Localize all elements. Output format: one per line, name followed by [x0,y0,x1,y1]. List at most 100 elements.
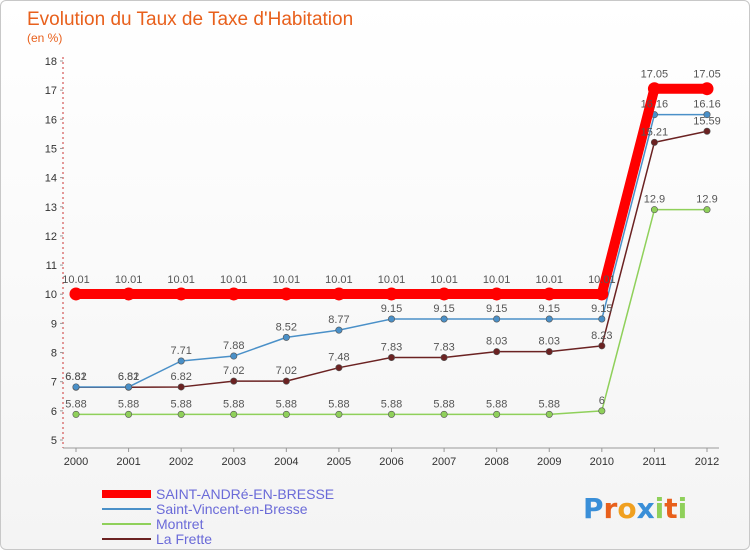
data-label: 5.88 [65,398,86,410]
x-tick-label: 2006 [379,456,403,468]
data-label: 15.59 [693,115,721,127]
x-tick-label: 2011 [643,456,667,468]
data-point [440,353,448,361]
data-label: 9.15 [539,303,560,315]
x-tick-label: 2004 [274,456,298,468]
data-label: 15.21 [641,126,669,138]
x-tick-label: 2010 [590,456,614,468]
data-point [177,383,185,391]
data-label: 10.01 [115,274,143,286]
data-point [598,407,606,415]
x-tick-label: 2001 [116,456,140,468]
data-point [335,364,343,372]
data-point [282,410,290,418]
data-label: 9.15 [486,303,507,315]
data-point [230,377,238,385]
data-label: 5.88 [170,398,191,410]
x-tick-label: 2005 [327,456,351,468]
data-label: 8.03 [539,336,560,348]
data-point [545,315,553,323]
data-label: 5.88 [486,398,507,410]
y-tick-label: 18 [45,56,57,68]
y-tick-label: 9 [51,318,57,330]
y-tick-label: 13 [45,202,57,214]
data-point [385,287,398,301]
data-label: 12.9 [644,194,665,206]
data-point [650,206,658,214]
data-label: 5.88 [328,398,349,410]
data-label: 10.01 [167,274,195,286]
data-label: 6.82 [170,371,191,383]
data-label: 10.01 [378,274,406,286]
data-point [493,315,501,323]
x-tick-label: 2009 [537,456,561,468]
data-label: 6.82 [118,371,139,383]
data-point [125,410,133,418]
data-label: 7.02 [223,365,244,377]
data-point [440,410,448,418]
data-point [177,357,185,365]
data-point [650,138,658,146]
data-label: 7.48 [328,352,349,364]
data-point [545,348,553,356]
data-point [279,287,293,301]
axes: 5 6 7 8 9 10 11 12 13 14 15 16 17 18 2000 2001 2002 2003 2… [45,56,719,468]
data-label: 8.77 [328,314,349,326]
data-label: 10.01 [588,274,616,286]
data-point [437,287,451,301]
data-point [703,206,711,214]
logo-letter: t [664,492,677,525]
data-point [174,287,188,301]
proxiti-logo: Proxiti [583,492,687,525]
y-tick-label: 17 [45,85,57,97]
logo-letter: i [678,492,688,525]
chart-title: Evolution du Taux de Taxe d'Habitation [27,9,353,30]
y-tick-label: 12 [45,231,57,243]
data-point [490,287,504,301]
data-point [282,377,290,385]
data-point [230,352,238,360]
series-layer [69,82,714,418]
data-label: 10.01 [62,274,90,286]
data-label: 7.02 [276,365,297,377]
data-label: 6.81 [65,371,86,383]
x-tick-label: 2003 [222,456,246,468]
logo-letter: r [604,492,618,525]
data-label: 9.15 [591,303,612,315]
data-point [332,287,346,301]
y-tick-label: 5 [51,435,57,447]
data-point [69,287,83,301]
x-tick-label: 2012 [695,456,719,468]
data-point [387,410,395,418]
data-label: 6.81 [118,371,139,383]
data-point [595,287,609,301]
data-point [703,111,711,119]
x-tick-label: 2007 [432,456,456,468]
data-label: 10.01 [430,274,458,286]
x-tick-label: 2008 [484,456,508,468]
data-point [282,333,290,341]
data-point [545,410,553,418]
legend-label: La Frette [156,531,212,547]
data-point [647,82,661,96]
data-point [335,410,343,418]
data-point [387,315,395,323]
data-label: 16.16 [693,99,721,111]
data-label: 10.01 [220,274,248,286]
data-label: 7.83 [381,341,402,353]
logo-letter: o [617,492,636,525]
data-point [598,315,606,323]
data-label: 5.88 [381,398,402,410]
data-label: 9.15 [381,303,402,315]
data-label: 7.71 [170,345,191,357]
data-label: 10.01 [325,274,353,286]
data-label: 5.88 [539,398,560,410]
data-point [72,383,80,391]
y-tick-label: 14 [45,173,57,185]
data-point [227,287,241,301]
data-label: 7.88 [223,340,244,352]
data-label: 7.83 [433,341,454,353]
y-tick-label: 10 [45,289,57,301]
